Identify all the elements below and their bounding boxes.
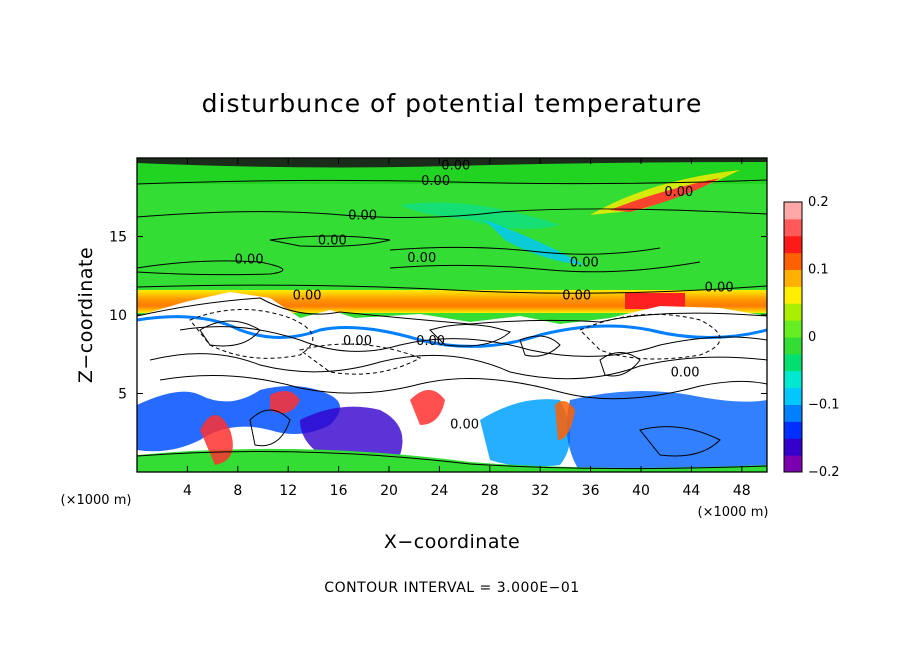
colorbar-swatch	[784, 252, 802, 270]
contour-label: 0.00	[407, 251, 436, 266]
contour-line	[137, 179, 767, 185]
green-floor	[137, 448, 767, 472]
contour-label: 0.00	[570, 256, 599, 271]
colorbar-tick-label: 0	[808, 330, 816, 345]
x-tick-label: 48	[733, 483, 751, 499]
contour-line	[199, 320, 261, 347]
contour-label: 0.00	[441, 158, 470, 173]
contour-line-negative	[579, 313, 721, 360]
contour-line	[389, 246, 661, 255]
colorbar-tick-label: 0.2	[808, 195, 829, 210]
red-streak	[610, 178, 720, 212]
contour-line	[137, 284, 767, 294]
contour-line	[137, 260, 284, 276]
contour-label: 0.00	[343, 334, 372, 349]
colorbar-swatch	[784, 387, 802, 405]
top-dark-band	[137, 158, 767, 168]
x-tick-label: 4	[183, 483, 192, 499]
contour-label: 0.00	[293, 289, 322, 304]
orange-band	[137, 290, 767, 313]
x-unit-left: (×1000 m)	[61, 493, 132, 508]
colorbar-tick-label: −0.1	[808, 398, 840, 413]
colorbar-swatch	[784, 320, 802, 338]
y-axis: 5 10 15	[109, 230, 767, 403]
contour-line-negative	[189, 308, 314, 359]
colorbar-swatch	[784, 218, 802, 237]
x-tick-label: 20	[380, 483, 398, 499]
x-tick-label: 12	[279, 483, 297, 499]
blue-blob-c	[480, 399, 570, 467]
x-tick-label: 32	[531, 483, 549, 499]
colorbar-tick-label: −0.2	[808, 465, 840, 480]
x-tick-label: 40	[632, 483, 650, 499]
contour-label: 0.00	[235, 252, 264, 267]
blue-blob-d	[566, 391, 767, 472]
blue-blob-b	[300, 406, 403, 464]
x-tick-label: 44	[682, 483, 700, 499]
chart-title: disturbunce of potential temperature	[202, 89, 703, 118]
red-blob-b	[270, 391, 300, 414]
field-layer	[137, 158, 767, 472]
contour-layer	[137, 179, 767, 470]
cyan-streak-upper	[400, 202, 560, 229]
colorbar-swatch	[784, 269, 802, 287]
boundary-blue-line	[137, 315, 767, 348]
x-unit-right: (×1000 m)	[698, 505, 769, 520]
x-tick-label: 28	[481, 483, 499, 499]
contour-line	[429, 324, 511, 347]
contour-line	[519, 335, 561, 357]
contour-label: 0.00	[348, 209, 377, 224]
contour-label: 0.00	[416, 334, 445, 349]
colorbar-swatch	[784, 353, 802, 372]
y-axis-label: Z−coordinate	[75, 247, 97, 383]
y-tick-label: 15	[109, 230, 127, 246]
colorbar-swatch	[784, 421, 802, 439]
contour-label: 0.00	[450, 417, 479, 432]
contour-line	[137, 208, 767, 219]
colorbar-swatch	[784, 370, 802, 389]
colorbar-swatch	[784, 202, 802, 220]
contour-label: 0.00	[318, 234, 347, 249]
red-blob-d	[555, 401, 575, 440]
x-tick-label: 8	[233, 483, 242, 499]
colorbar-swatch	[784, 235, 802, 254]
contour-line	[137, 297, 767, 325]
contour-line	[149, 353, 767, 380]
contour-label-layer: 0.000.000.000.000.000.00 0.00 0.000.00 0.00…	[235, 158, 734, 432]
colorbar-tick-label: 0.1	[808, 263, 829, 278]
contour-label: 0.00	[671, 366, 700, 381]
colorbar-swatch	[784, 303, 802, 321]
colorbar-swatch	[784, 455, 802, 473]
contour-line	[159, 375, 767, 400]
colorbar: 0.2 0.1 0 −0.1 −0.2	[783, 195, 840, 480]
red-blob-a	[200, 415, 233, 465]
contour-label: 0.00	[664, 185, 693, 200]
contour-line	[269, 235, 391, 247]
contour-label: 0.00	[421, 174, 450, 189]
contour-line-negative	[298, 343, 422, 375]
y-tick-label: 5	[118, 387, 127, 403]
colorbar-frame	[783, 201, 803, 473]
contour-interval-text: CONTOUR INTERVAL = 3.000E−01	[324, 580, 579, 596]
contour-line	[137, 451, 767, 470]
contour-line	[639, 426, 721, 457]
red-patch	[625, 293, 685, 309]
contour-line	[389, 261, 701, 273]
colorbar-swatch	[784, 286, 802, 304]
contour-label: 0.00	[562, 289, 591, 304]
contour-line	[179, 326, 767, 357]
y-tick-label: 10	[109, 308, 127, 324]
x-axis: 4 8 12 16 20 24 28 32 36 40 44 48	[183, 158, 751, 499]
x-tick-label: 36	[582, 483, 600, 499]
contour-line	[249, 409, 291, 447]
contour-label: 0.00	[705, 281, 734, 296]
colorbar-swatch	[784, 337, 802, 355]
colorbar-swatch	[784, 438, 802, 456]
x-tick-label: 16	[330, 483, 348, 499]
x-tick-label: 24	[430, 483, 448, 499]
x-axis-label: X−coordinate	[384, 531, 520, 553]
red-blob-c	[410, 390, 445, 425]
colorbar-swatch	[784, 404, 802, 422]
